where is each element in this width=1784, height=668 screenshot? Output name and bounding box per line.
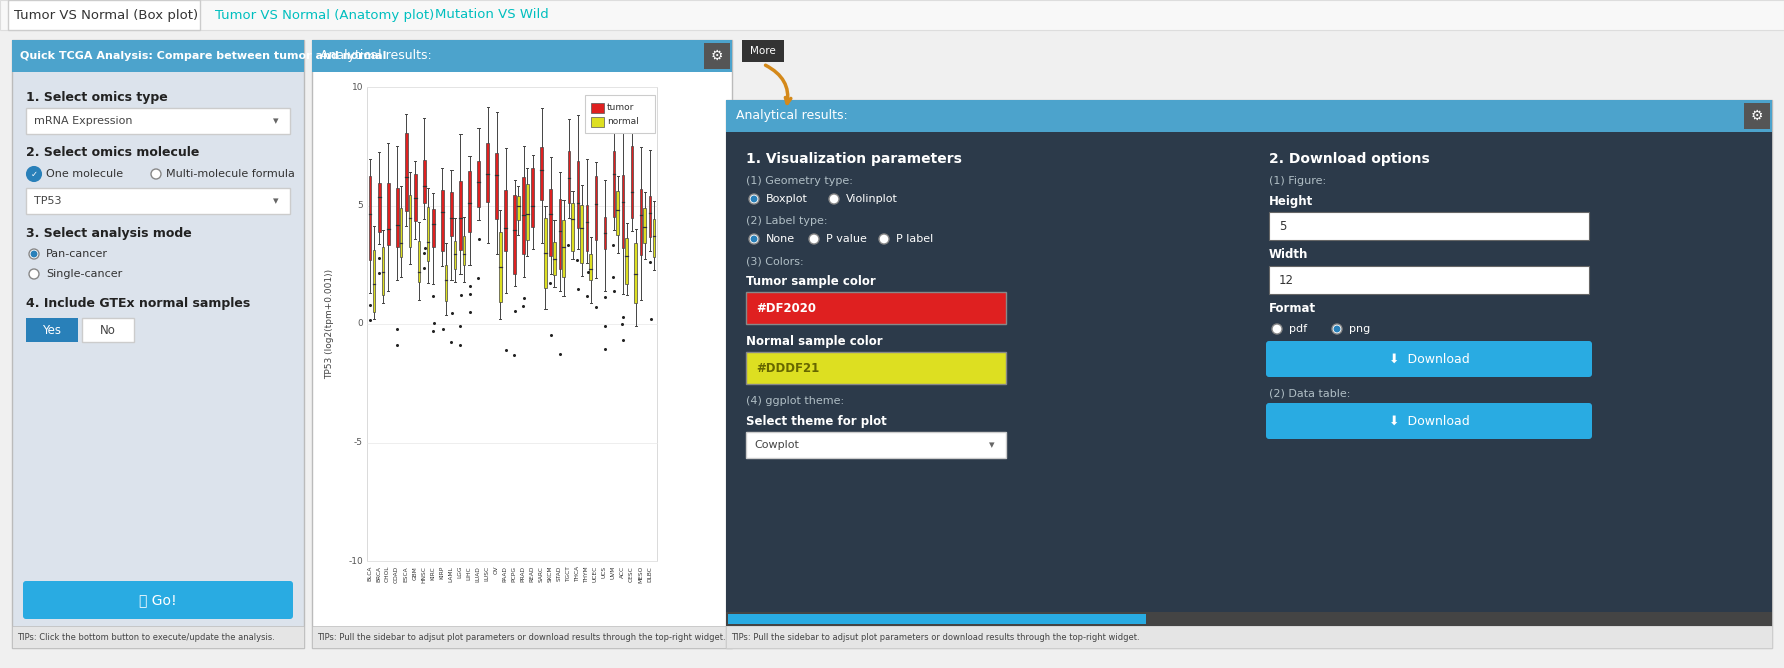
Circle shape [749,194,758,204]
FancyBboxPatch shape [705,43,730,69]
FancyBboxPatch shape [500,232,501,302]
FancyBboxPatch shape [462,236,466,265]
Text: Tumor VS Normal (Box plot): Tumor VS Normal (Box plot) [14,9,198,21]
FancyBboxPatch shape [312,626,731,648]
Text: MESO: MESO [639,566,642,583]
FancyBboxPatch shape [387,183,389,245]
Text: Width: Width [1268,248,1308,261]
Circle shape [880,234,888,244]
FancyBboxPatch shape [368,87,657,561]
FancyBboxPatch shape [514,195,516,274]
FancyBboxPatch shape [558,199,562,269]
Circle shape [1333,324,1342,334]
FancyBboxPatch shape [312,40,731,72]
Text: BLCA: BLCA [368,566,373,581]
FancyBboxPatch shape [0,0,1784,30]
Text: 2. Select omics molecule: 2. Select omics molecule [27,146,200,160]
Circle shape [29,249,39,259]
FancyBboxPatch shape [746,292,1006,324]
FancyBboxPatch shape [396,188,398,247]
Text: 1. Select omics type: 1. Select omics type [27,90,168,104]
Text: (3) Colors:: (3) Colors: [746,256,803,266]
Text: png: png [1349,324,1370,334]
Circle shape [751,236,756,242]
Text: Boxplot: Boxplot [765,194,808,204]
FancyBboxPatch shape [726,100,1772,648]
Text: LIHC: LIHC [466,566,471,580]
FancyBboxPatch shape [523,177,524,254]
FancyBboxPatch shape [553,242,557,275]
Text: pdf: pdf [1290,324,1308,334]
Text: ▾: ▾ [273,196,278,206]
FancyBboxPatch shape [378,182,380,232]
Text: CHOL: CHOL [385,566,391,582]
Text: UCEC: UCEC [592,566,598,582]
FancyBboxPatch shape [562,220,566,277]
Text: Normal sample color: Normal sample color [746,335,883,347]
FancyBboxPatch shape [746,352,1006,384]
Text: 1. Visualization parameters: 1. Visualization parameters [746,152,962,166]
FancyBboxPatch shape [23,581,293,619]
FancyBboxPatch shape [591,117,605,127]
FancyBboxPatch shape [409,195,412,247]
FancyBboxPatch shape [726,100,1772,132]
Circle shape [152,169,161,179]
Text: LUAD: LUAD [475,566,480,582]
Text: TIPs: Click the bottom button to execute/update the analysis.: TIPs: Click the bottom button to execute… [18,633,275,641]
Text: SKCM: SKCM [548,566,553,582]
Text: ESCA: ESCA [403,566,409,582]
FancyBboxPatch shape [623,175,624,248]
Text: Multi-molecule formula: Multi-molecule formula [166,169,294,179]
Text: COAD: COAD [394,566,400,583]
FancyBboxPatch shape [12,40,303,648]
FancyBboxPatch shape [1267,403,1591,439]
Text: KIRP: KIRP [439,566,444,579]
Circle shape [751,196,756,202]
FancyBboxPatch shape [617,191,619,235]
Text: LGG: LGG [457,566,462,578]
Text: STAD: STAD [557,566,562,581]
Text: PRAD: PRAD [521,566,526,582]
Text: Tumor VS Normal (Anatomy plot): Tumor VS Normal (Anatomy plot) [216,9,434,21]
Text: None: None [765,234,796,244]
Text: Analytical results:: Analytical results: [319,49,432,63]
FancyBboxPatch shape [432,208,435,247]
FancyBboxPatch shape [505,190,507,251]
FancyBboxPatch shape [549,189,551,256]
FancyBboxPatch shape [644,208,646,242]
Text: 5: 5 [1279,220,1286,232]
FancyBboxPatch shape [426,207,430,261]
FancyBboxPatch shape [726,626,1772,648]
FancyBboxPatch shape [82,318,134,342]
Text: SARC: SARC [539,566,544,582]
FancyBboxPatch shape [585,205,589,250]
FancyBboxPatch shape [414,174,417,221]
Text: 2. Download options: 2. Download options [1268,152,1429,166]
Text: TIPs: Pull the sidebar to adjsut plot parameters or download results through the: TIPs: Pull the sidebar to adjsut plot pa… [318,633,726,641]
Text: More: More [749,46,776,56]
FancyBboxPatch shape [635,243,637,303]
Text: ▾: ▾ [988,440,995,450]
Text: 5: 5 [357,201,362,210]
Text: LUSC: LUSC [485,566,489,581]
Text: (1) Geometry type:: (1) Geometry type: [746,176,853,186]
Text: (4) ggplot theme:: (4) ggplot theme: [746,396,844,406]
Circle shape [27,167,41,181]
Text: Mutation VS Wild: Mutation VS Wild [435,9,549,21]
FancyBboxPatch shape [576,161,580,228]
FancyBboxPatch shape [541,147,542,200]
Circle shape [32,251,37,257]
Text: THCA: THCA [574,566,580,582]
Text: THYM: THYM [583,566,589,582]
FancyBboxPatch shape [742,40,783,62]
FancyBboxPatch shape [589,255,592,281]
Text: Single-cancer: Single-cancer [46,269,123,279]
FancyBboxPatch shape [1268,266,1590,294]
Text: #DDDF21: #DDDF21 [756,361,819,375]
Text: UVM: UVM [610,566,615,579]
Text: ✓: ✓ [30,170,37,178]
FancyBboxPatch shape [567,151,571,203]
FancyBboxPatch shape [544,218,546,288]
Text: P label: P label [896,234,933,244]
